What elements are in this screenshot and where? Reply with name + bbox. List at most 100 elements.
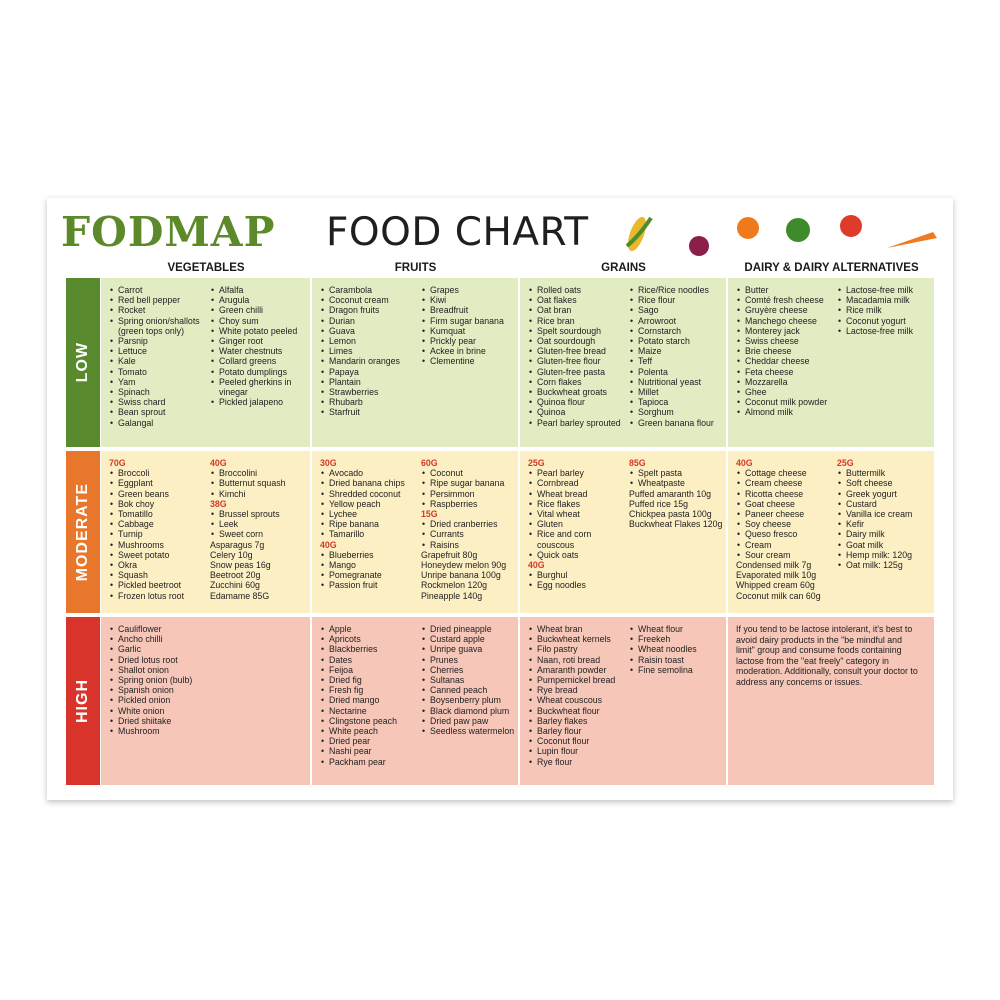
food-item: Strawberries [320, 387, 420, 397]
food-item: Rice flakes [528, 499, 628, 509]
sub-column: Lactose-free milkMacadamia milkRice milk… [837, 285, 937, 336]
food-item: Blackberries [320, 644, 420, 654]
title-bold: FODMAP [61, 208, 276, 256]
food-item: Packham pear [320, 757, 420, 767]
food-item: Swiss chard [109, 397, 209, 407]
food-line: Asparagus 7g [210, 539, 265, 550]
food-item: Spinach [109, 387, 209, 397]
food-item: Wheat couscous [528, 695, 628, 705]
amount-label: 30G [320, 458, 337, 468]
food-item: Buttermilk [837, 468, 937, 478]
row-label-text: HIGH [74, 679, 91, 723]
food-item: Dried paw paw [421, 716, 521, 726]
food-item: Ghee [736, 387, 836, 397]
food-item: Cottage cheese [736, 468, 836, 478]
column-header: FRUITS [394, 262, 437, 274]
food-item: Rice bran [528, 316, 628, 326]
note-paragraph: If you tend to be lactose intolerant, it… [736, 624, 918, 687]
sub-column: CarambolaCoconut creamDragon fruitsDuria… [320, 285, 420, 418]
food-item: Firm sugar banana [421, 316, 521, 326]
food-item: Pearl barley sprouted [528, 418, 628, 428]
food-item: Dried fig [320, 675, 420, 685]
food-item: White potato peeled [210, 326, 310, 336]
food-item: Gruyère cheese [736, 305, 836, 315]
food-item: Potato starch [629, 336, 729, 346]
beet [689, 236, 709, 256]
food-line: Buckwheat Flakes 120g [629, 519, 723, 530]
food-item: Papaya [320, 367, 420, 377]
food-item: Barley flour [528, 726, 628, 736]
food-item: Swiss cheese [736, 336, 836, 346]
food-item: Macadamia milk [837, 295, 937, 305]
cell: 70GBroccoliEggplantGreen beansBok choyTo… [101, 451, 310, 613]
food-item: Grapes [421, 285, 521, 295]
food-item: Quinoa [528, 407, 628, 417]
food-item: Goat milk [837, 540, 937, 550]
food-line: Pineapple 140g [421, 590, 483, 601]
sub-column: ButterComté fresh cheeseGruyère cheeseMa… [736, 285, 836, 418]
food-item: Spelt pasta [629, 468, 729, 478]
food-line: Whipped cream 60g [736, 580, 815, 591]
food-item: Green banana flour [629, 418, 729, 428]
food-line: Puffed rice 15g [629, 498, 689, 509]
food-item: Kimchi [210, 489, 310, 499]
food-line: Grapefruit 80g [421, 549, 478, 560]
food-item: Wheatpaste [629, 478, 729, 488]
food-item: Oat sourdough [528, 336, 628, 346]
food-item: Comté fresh cheese [736, 295, 836, 305]
sub-column: Rolled oatsOat flakesOat branRice branSp… [528, 285, 628, 428]
food-item: Unripe guava [421, 644, 521, 654]
food-line: Condensed milk 7g [736, 560, 812, 571]
food-item: Green chilli [210, 305, 310, 315]
food-item: Pearl barley [528, 468, 628, 478]
food-item: Peeled gherkins in vinegar [210, 377, 310, 397]
food-item: Butternut squash [210, 478, 310, 488]
corn-leaf [625, 216, 653, 248]
food-item: White onion [109, 706, 209, 716]
food-item: Vanilla ice cream [837, 509, 937, 519]
food-item: Lychee [320, 509, 420, 519]
food-item: Apricots [320, 634, 420, 644]
food-item: Apple [320, 624, 420, 634]
food-item: Millet [629, 387, 729, 397]
cell: ButterComté fresh cheeseGruyère cheeseMa… [728, 278, 934, 447]
food-item: Greek yogurt [837, 489, 937, 499]
food-item: Paneer cheese [736, 509, 836, 519]
food-item: Dried mango [320, 695, 420, 705]
tomato [840, 215, 862, 237]
food-item: Dragon fruits [320, 305, 420, 315]
food-item: Dried banana chips [320, 478, 420, 488]
food-item: Rhubarb [320, 397, 420, 407]
food-item: Polenta [629, 367, 729, 377]
food-item: Mushrooms [109, 540, 209, 550]
amount-label: 15G [421, 509, 438, 520]
carrot [887, 232, 937, 248]
food-item: Manchego cheese [736, 316, 836, 326]
food-item: Collard greens [210, 356, 310, 366]
food-item: Leek [210, 519, 310, 529]
food-item: Guava [320, 326, 420, 336]
food-item: Blueberries [320, 550, 420, 560]
food-line: Chickpea pasta 100g [629, 509, 712, 520]
amount-label: 40G [528, 560, 545, 571]
food-line: Puffed amaranth 10g [629, 488, 712, 499]
cell: 40GCottage cheeseCream cheeseRicotta che… [728, 451, 934, 613]
food-item: Choy sum [210, 316, 310, 326]
food-item: Lemon [320, 336, 420, 346]
food-item: Canned peach [421, 685, 521, 695]
food-item: Spring onion (bulb) [109, 675, 209, 685]
food-item: Gluten-free pasta [528, 367, 628, 377]
sub-column: Dried pineappleCustard appleUnripe guava… [421, 624, 521, 736]
cell: Wheat branBuckwheat kernelsFilo pastryNa… [520, 617, 726, 785]
food-item: Amaranth powder [528, 665, 628, 675]
food-item: Ripe banana [320, 519, 420, 529]
food-item: Red bell pepper [109, 295, 209, 305]
food-item: Pickled jalapeno [210, 397, 310, 407]
sub-column: 85GSpelt pastaWheatpastePuffed amaranth … [629, 458, 729, 529]
food-item: Vital wheat [528, 509, 628, 519]
food-item: Wheat bread [528, 489, 628, 499]
amount-label: 25G [837, 458, 854, 468]
food-item: Rolled oats [528, 285, 628, 295]
